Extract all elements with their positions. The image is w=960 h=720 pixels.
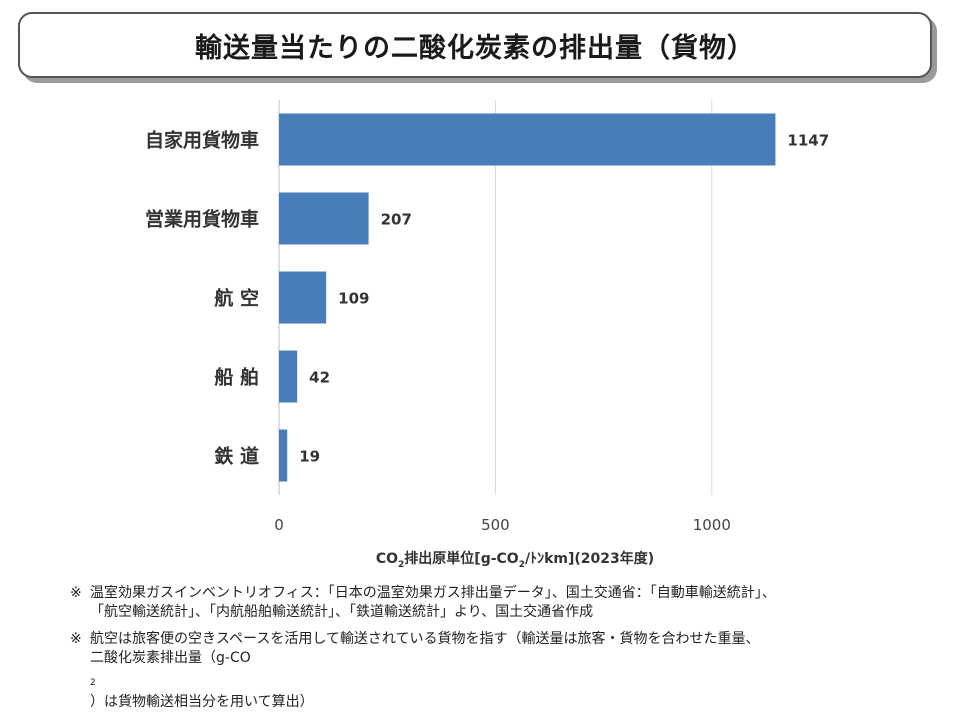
- x-axis-title-sub2: 2: [518, 559, 525, 570]
- data-label: 109: [338, 290, 369, 308]
- category-label: 自家用貨物車: [145, 129, 259, 152]
- x-tick-label: 1000: [693, 516, 731, 534]
- footnote-aviation-line: 航空は旅客便の空きスペースを活用して輸送されている貨物を指す（輸送量は旅客・貨物…: [90, 631, 760, 647]
- data-label: 207: [381, 211, 412, 229]
- x-axis-title-sub: 2: [398, 559, 405, 570]
- x-axis-title-pre: CO: [375, 551, 399, 567]
- footnote-source-line: 温室効果ガスインベントリオフィス：「日本の温室効果ガス排出量データ」、国土交通省…: [90, 585, 776, 601]
- x-tick-label: 500: [481, 516, 510, 534]
- bar-4: [279, 429, 288, 482]
- footnote-mark: ※: [70, 631, 82, 647]
- data-label: 42: [309, 369, 330, 387]
- category-label: 鉄 道: [214, 445, 259, 468]
- data-label: 1147: [787, 132, 829, 150]
- footnote-source-line: 「航空輸送統計」、「内航船舶輸送統計」、「鉄道輸送統計」より、国土交通省作成: [90, 604, 594, 620]
- x-axis-title-post: /ﾄﾝkm](2023年度): [524, 551, 655, 567]
- footnotes: ※ 温室効果ガスインベントリオフィス：「日本の温室効果ガス排出量データ」、国土交…: [70, 584, 950, 720]
- title-box: 輸送量当たりの二酸化炭素の排出量（貨物）: [18, 12, 932, 78]
- footnote-aviation: ※ 航空は旅客便の空きスペースを活用して輸送されている貨物を指す（輸送量は旅客・…: [70, 630, 950, 712]
- footnote-mark: ※: [70, 585, 82, 601]
- bar-2: [279, 271, 327, 324]
- category-label: 営業用貨物車: [145, 208, 259, 231]
- bar-0: [279, 113, 776, 166]
- bar-chart: 自家用貨物車 1147 営業用貨物車 207 航 空 109 船 舶 42 鉄 道 19 0 500 1…: [145, 100, 829, 534]
- bar-1: [279, 192, 369, 245]
- data-label: 19: [299, 448, 320, 466]
- bar-3: [279, 350, 298, 403]
- x-tick-label: 0: [274, 516, 284, 534]
- footnote-aviation-line: 二酸化炭素排出量（g-CO 2 ）は貨物輸送相当分を用いて算出）: [90, 650, 314, 710]
- footnote-source: ※ 温室効果ガスインベントリオフィス：「日本の温室効果ガス排出量データ」、国土交…: [70, 584, 950, 622]
- category-label: 船 舶: [214, 366, 259, 389]
- category-label: 航 空: [214, 287, 259, 310]
- x-axis-title: CO2排出原単位[g-CO2/ﾄﾝkm](2023年度): [0, 548, 960, 570]
- x-axis-title-mid: 排出原単位[g-CO: [404, 551, 519, 567]
- chart-title: 輸送量当たりの二酸化炭素の排出量（貨物）: [195, 32, 755, 64]
